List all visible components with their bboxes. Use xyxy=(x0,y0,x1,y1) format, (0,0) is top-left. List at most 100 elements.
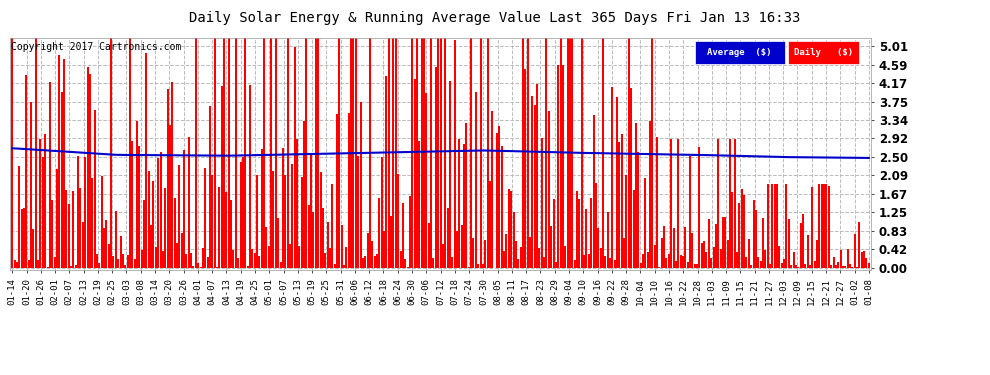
Bar xyxy=(56,170,58,268)
Bar xyxy=(320,172,322,268)
Bar xyxy=(317,33,319,268)
Bar xyxy=(736,252,739,268)
Bar xyxy=(169,125,171,268)
Bar xyxy=(860,252,863,268)
Bar xyxy=(623,238,625,268)
Bar xyxy=(275,33,277,268)
Bar xyxy=(842,266,843,268)
Bar xyxy=(339,33,341,268)
Bar xyxy=(28,260,30,268)
Bar xyxy=(105,220,107,268)
Bar xyxy=(77,156,79,268)
Bar xyxy=(113,256,115,268)
Bar xyxy=(701,243,703,268)
Bar xyxy=(814,261,816,268)
Bar xyxy=(378,198,380,268)
Bar xyxy=(245,33,247,268)
Bar xyxy=(759,261,761,268)
Bar xyxy=(489,180,491,268)
Bar xyxy=(308,205,310,268)
Bar xyxy=(129,33,131,268)
Bar xyxy=(247,266,248,268)
Bar xyxy=(590,198,592,268)
Bar xyxy=(755,210,757,268)
Bar xyxy=(745,256,747,268)
Bar xyxy=(364,256,366,268)
Bar xyxy=(774,184,776,268)
Bar xyxy=(588,254,590,268)
Bar xyxy=(621,134,623,268)
Bar xyxy=(795,265,797,268)
Bar xyxy=(838,262,840,268)
Bar xyxy=(562,65,564,268)
Bar xyxy=(604,256,606,268)
Bar xyxy=(233,251,235,268)
Bar xyxy=(612,87,614,268)
Bar xyxy=(272,171,274,268)
Bar xyxy=(460,225,462,268)
Bar xyxy=(402,203,404,268)
Bar xyxy=(373,256,375,268)
Bar xyxy=(513,212,515,268)
Bar xyxy=(40,139,42,268)
Bar xyxy=(703,241,705,268)
Bar xyxy=(197,263,199,268)
Bar xyxy=(336,114,338,268)
Bar xyxy=(226,192,228,268)
Bar xyxy=(442,244,444,268)
Bar xyxy=(407,267,409,268)
Bar xyxy=(631,88,633,268)
Bar xyxy=(482,264,484,268)
Bar xyxy=(267,246,269,268)
Bar xyxy=(67,204,69,268)
Bar xyxy=(479,33,481,268)
Bar xyxy=(117,260,119,268)
Bar xyxy=(329,248,331,268)
Bar xyxy=(322,209,324,268)
Bar xyxy=(550,225,552,268)
Bar xyxy=(219,187,221,268)
Bar xyxy=(554,262,556,268)
Bar xyxy=(359,102,361,268)
Bar xyxy=(585,209,587,268)
Bar xyxy=(98,263,100,268)
Bar xyxy=(362,258,364,268)
Bar xyxy=(411,33,413,268)
Bar xyxy=(166,88,168,268)
Bar xyxy=(816,240,818,268)
Bar xyxy=(127,255,129,268)
Bar xyxy=(63,59,65,268)
Bar xyxy=(253,252,255,268)
Bar xyxy=(840,250,842,268)
Bar xyxy=(665,258,667,268)
Bar xyxy=(256,175,258,268)
Bar xyxy=(150,225,152,268)
Bar xyxy=(315,33,317,268)
Bar xyxy=(263,33,265,268)
Bar xyxy=(833,257,835,268)
Bar xyxy=(296,139,298,268)
Bar xyxy=(448,81,451,268)
Bar xyxy=(240,162,242,268)
Bar xyxy=(327,222,329,268)
Bar xyxy=(708,219,710,268)
Bar xyxy=(313,212,315,268)
Bar xyxy=(122,254,124,268)
Bar xyxy=(522,33,524,268)
Bar xyxy=(581,33,583,268)
Bar xyxy=(190,253,192,268)
Bar xyxy=(536,84,538,268)
Bar xyxy=(729,139,731,268)
Bar xyxy=(49,82,50,268)
Bar xyxy=(298,246,300,268)
Bar xyxy=(576,190,578,268)
Bar xyxy=(139,146,141,268)
Bar xyxy=(47,267,49,268)
Bar xyxy=(557,65,559,268)
Bar xyxy=(619,142,621,268)
Bar xyxy=(284,175,286,268)
Bar xyxy=(785,184,787,268)
Bar xyxy=(510,191,512,268)
Bar xyxy=(381,158,383,268)
Bar xyxy=(800,224,802,268)
